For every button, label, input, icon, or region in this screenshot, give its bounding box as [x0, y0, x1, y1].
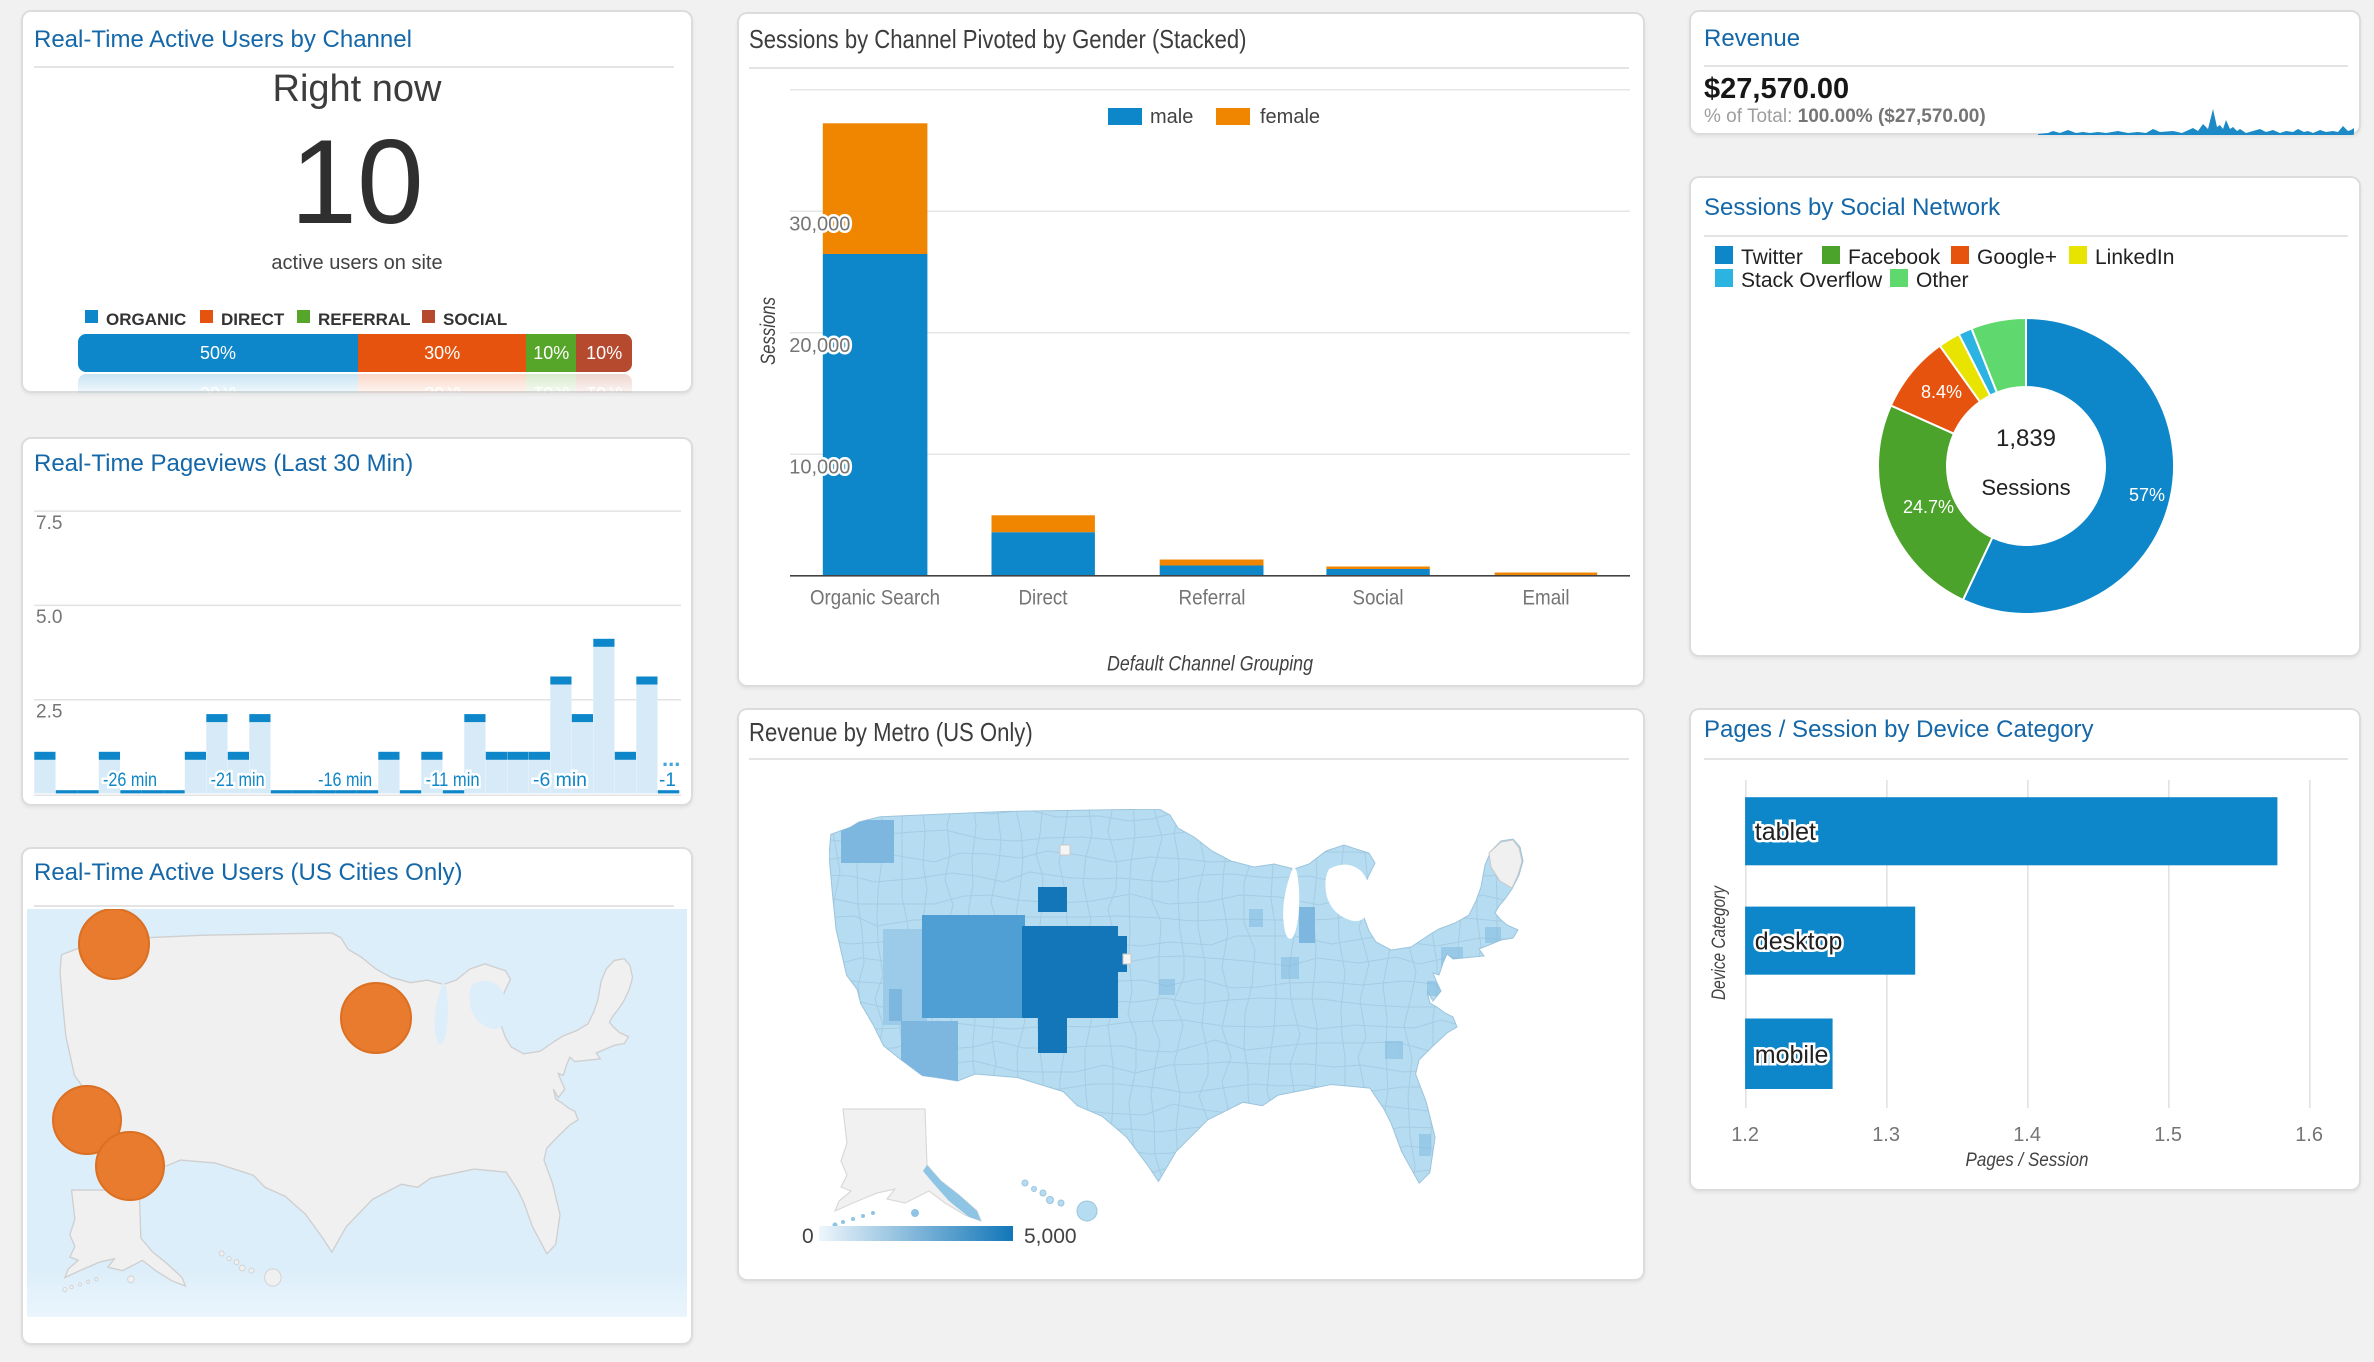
svg-text:desktop: desktop — [1755, 928, 1843, 956]
svg-text:1.4: 1.4 — [2013, 1124, 2041, 1146]
svg-text:-11 min: -11 min — [426, 770, 480, 791]
svg-text:male: male — [1150, 106, 1193, 128]
svg-text:...: ... — [662, 746, 680, 771]
svg-text:-6 min: -6 min — [533, 770, 587, 791]
svg-text:Sessions: Sessions — [757, 297, 780, 365]
svg-text:female: female — [1260, 106, 1320, 128]
svg-text:30,000: 30,000 — [789, 214, 850, 236]
svg-text:Email: Email — [1523, 587, 1570, 610]
svg-text:1.3: 1.3 — [1872, 1124, 1900, 1146]
svg-text:tablet: tablet — [1755, 818, 1816, 846]
svg-text:-16 min: -16 min — [318, 770, 372, 791]
svg-text:1.6: 1.6 — [2295, 1124, 2323, 1146]
svg-text:7.5: 7.5 — [36, 513, 62, 534]
svg-text:10,000: 10,000 — [789, 457, 850, 479]
svg-text:Social: Social — [1353, 587, 1404, 610]
svg-text:-26 min: -26 min — [103, 770, 157, 791]
svg-text:2.5: 2.5 — [36, 702, 62, 723]
svg-text:Pages / Session: Pages / Session — [1966, 1150, 2089, 1171]
svg-text:Organic Search: Organic Search — [810, 587, 940, 610]
svg-text:1.2: 1.2 — [1731, 1124, 1759, 1146]
svg-text:Direct: Direct — [1019, 587, 1068, 610]
svg-text:20,000: 20,000 — [789, 335, 850, 357]
svg-text:-21 min: -21 min — [211, 770, 265, 791]
svg-text:5.0: 5.0 — [36, 607, 62, 628]
svg-text:-1: -1 — [659, 770, 676, 791]
svg-text:Referral: Referral — [1179, 587, 1246, 610]
svg-text:Device Category: Device Category — [1709, 885, 1730, 1000]
svg-text:mobile: mobile — [1755, 1041, 1829, 1069]
svg-text:Default Channel Grouping: Default Channel Grouping — [1107, 652, 1313, 675]
svg-text:1.5: 1.5 — [2154, 1124, 2182, 1146]
